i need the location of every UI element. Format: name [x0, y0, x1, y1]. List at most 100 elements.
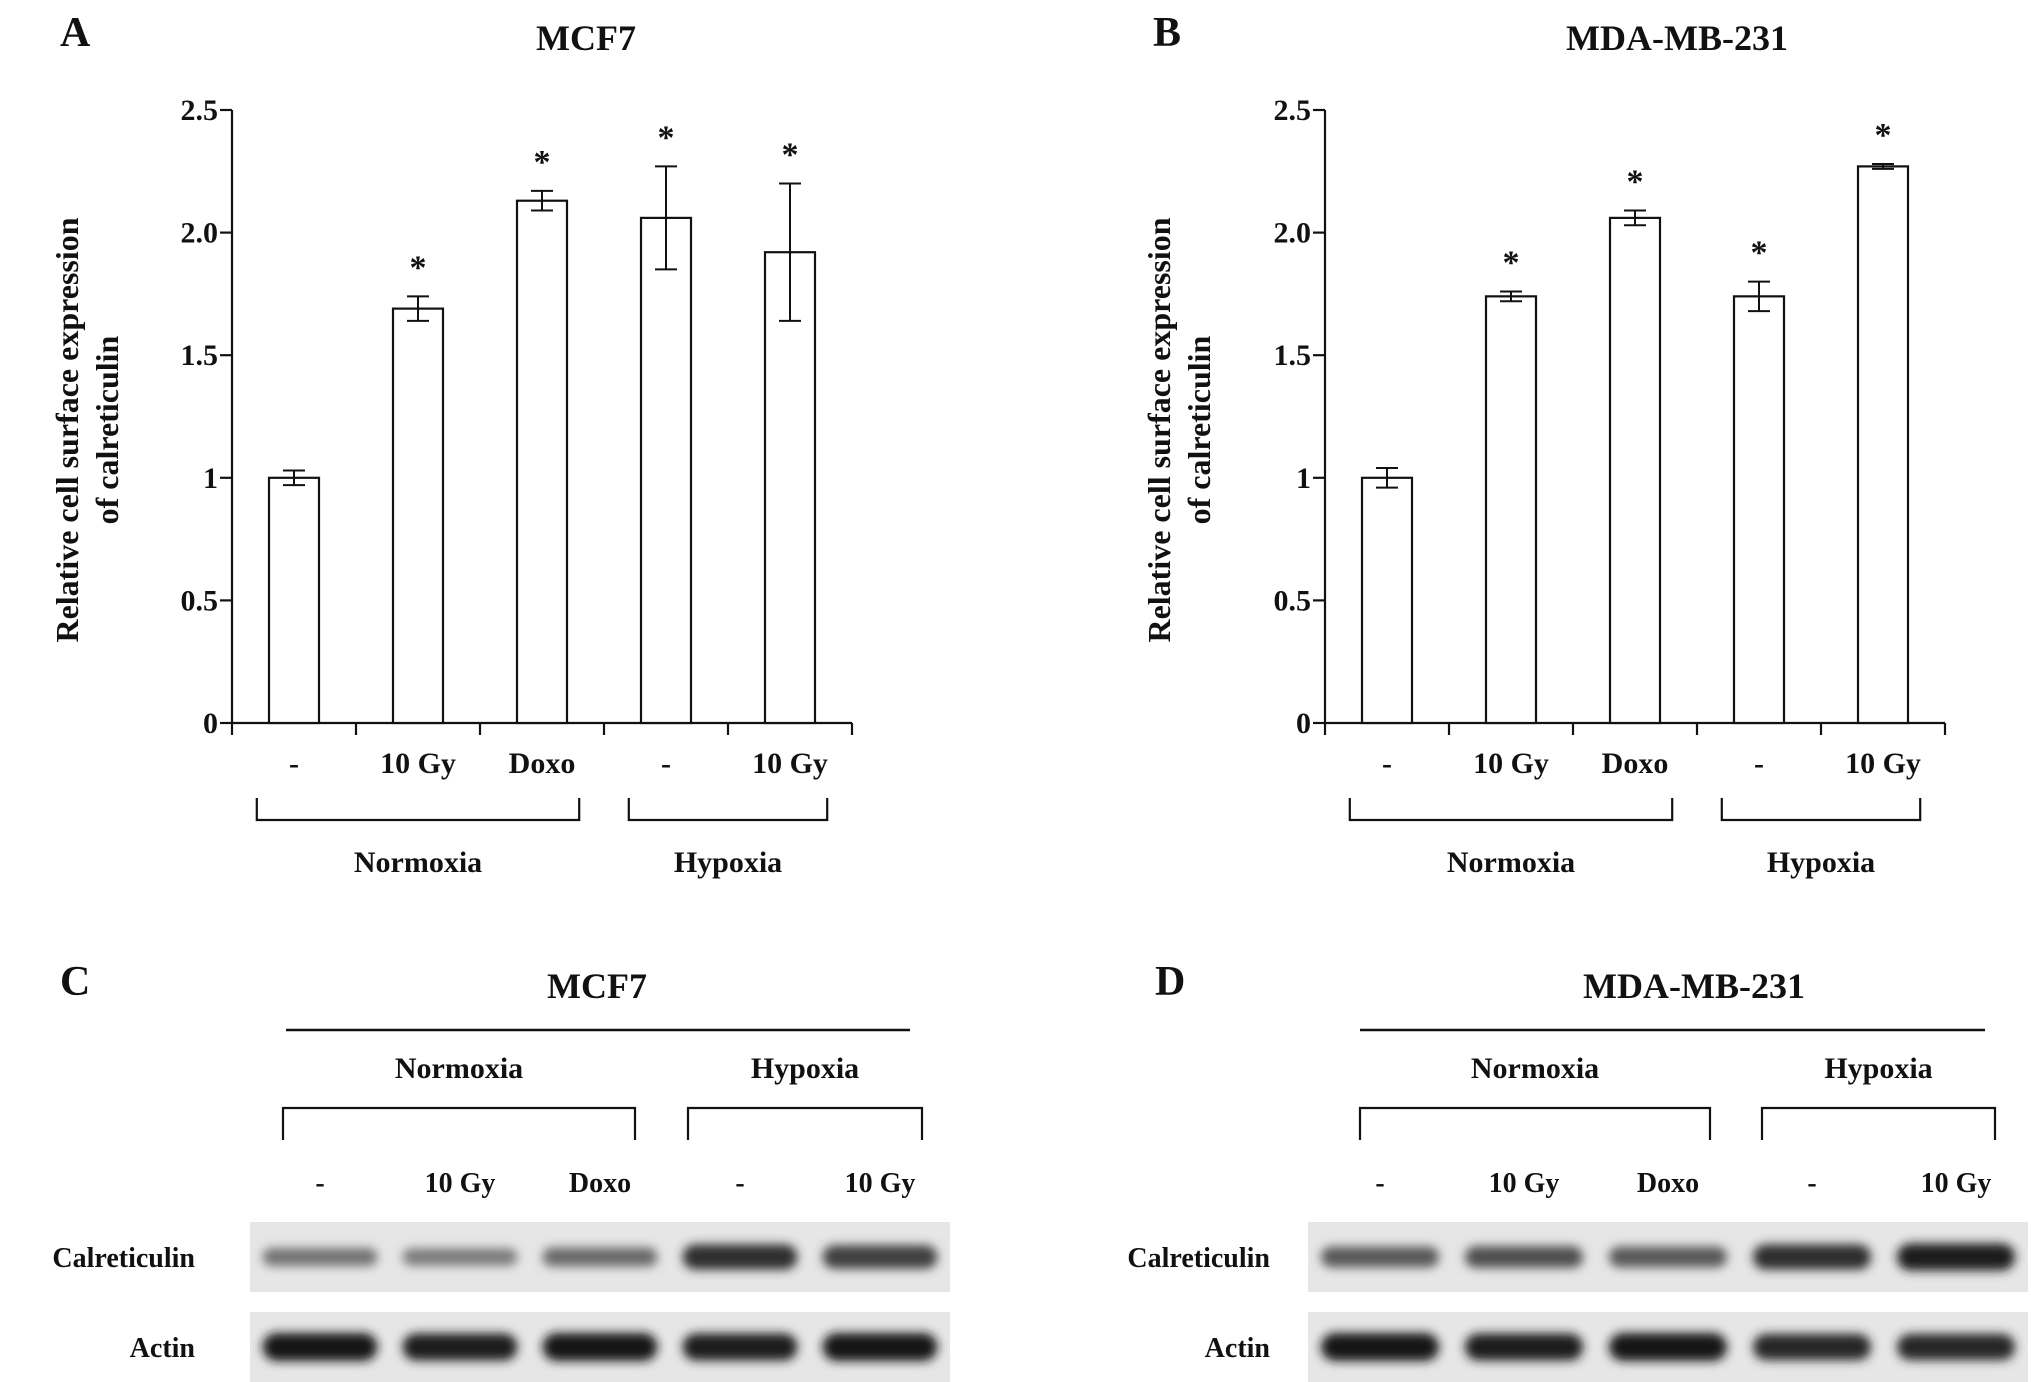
- bar: [639, 216, 693, 725]
- y-tick-label: 1.5: [1274, 339, 1312, 372]
- blot-row-label: Actin: [130, 1333, 196, 1364]
- blot-row-label: Calreticulin: [1127, 1243, 1270, 1274]
- y-tick-label: 2.5: [1274, 94, 1312, 127]
- blot-row-label: Calreticulin: [52, 1243, 195, 1274]
- blot-title: MDA-MB-231: [1583, 966, 1805, 1006]
- significance-marker: *: [658, 119, 675, 156]
- x-category-label: Doxo: [509, 747, 576, 780]
- blot-band: [1464, 1246, 1584, 1268]
- y-tick-label: 0.5: [1274, 584, 1312, 617]
- blot-lane-label: Doxo: [569, 1168, 631, 1199]
- y-tick-label: 0: [203, 707, 218, 740]
- blot-band: [682, 1333, 798, 1361]
- blot-group-label: Normoxia: [1471, 1052, 1599, 1085]
- error-bar: [531, 189, 553, 212]
- bar: [1360, 476, 1414, 725]
- bar: [515, 199, 569, 725]
- y-tick-label: 1: [1296, 462, 1311, 495]
- y-tick-label: 1.5: [181, 339, 219, 372]
- x-category-label: -: [289, 747, 299, 780]
- blot-band: [542, 1333, 658, 1361]
- blot-lane-label: -: [735, 1168, 744, 1199]
- error-bar: [1376, 466, 1398, 489]
- panel-d-western-blot: D MDA-MB-231 Normoxia Hypoxia - 10 Gy Doxo - 1…: [1127, 959, 2028, 1382]
- y-tick-label: 2.5: [181, 94, 219, 127]
- blot-group-bracket: [1760, 1106, 1997, 1140]
- bar: [1732, 295, 1786, 725]
- significance-marker: *: [1627, 164, 1644, 201]
- blot-band: [1320, 1333, 1440, 1361]
- panel-a-bar-chart: A MCF7 Relative cell surface expression …: [49, 10, 854, 879]
- bar: [391, 307, 445, 725]
- panel-letter-d: D: [1155, 959, 1185, 1005]
- blot-lane-label: 10 Gy: [1489, 1168, 1560, 1199]
- blot-band: [682, 1244, 798, 1270]
- group-label: Hypoxia: [1767, 846, 1875, 879]
- x-category-label: 10 Gy: [1473, 747, 1549, 780]
- x-category-label: 10 Gy: [1845, 747, 1921, 780]
- y-tick-label: 1: [203, 462, 218, 495]
- significance-marker: *: [1503, 244, 1520, 281]
- blot-group-bracket: [686, 1106, 924, 1140]
- blot-group-label: Hypoxia: [751, 1052, 859, 1085]
- significance-marker: *: [1875, 117, 1892, 154]
- blot-band: [1896, 1333, 2016, 1361]
- chart-title: MCF7: [536, 18, 636, 58]
- x-category-label: 10 Gy: [380, 747, 456, 780]
- y-axis-label-line-1: Relative cell surface expression: [49, 217, 85, 642]
- blot-lane-label: 10 Gy: [845, 1168, 916, 1199]
- blot-lane-label: Doxo: [1637, 1168, 1699, 1199]
- significance-marker: *: [410, 249, 427, 286]
- error-bar: [283, 469, 305, 487]
- x-category-label: -: [1754, 747, 1764, 780]
- blot-band: [1464, 1333, 1584, 1361]
- blot-lane-label: 10 Gy: [425, 1168, 496, 1199]
- blot-band: [1608, 1246, 1728, 1268]
- panel-letter-a: A: [60, 10, 91, 56]
- blot-group-label: Hypoxia: [1824, 1052, 1932, 1085]
- blot-lane-label: 10 Gy: [1921, 1168, 1992, 1199]
- blot-group-bracket: [281, 1106, 637, 1140]
- bar: [1856, 165, 1910, 725]
- chart-title: MDA-MB-231: [1566, 18, 1788, 58]
- x-category-label: 10 Gy: [752, 747, 828, 780]
- group-label: Normoxia: [354, 846, 482, 879]
- blot-band: [262, 1247, 378, 1267]
- error-bar: [655, 165, 677, 271]
- y-tick-label: 2.0: [1274, 217, 1312, 250]
- group-label: Normoxia: [1447, 846, 1575, 879]
- blot-band: [402, 1248, 518, 1266]
- y-axis-label-line-2: of calreticulin: [1181, 335, 1217, 524]
- group-bracket: [627, 798, 829, 822]
- blot-lane-label: -: [315, 1168, 324, 1199]
- panel-b-bar-chart: B MDA-MB-231 Relative cell surface expre…: [1141, 10, 1947, 879]
- y-tick-label: 0: [1296, 707, 1311, 740]
- x-category-label: -: [1382, 747, 1392, 780]
- group-bracket: [1348, 798, 1674, 822]
- significance-marker: *: [782, 137, 799, 174]
- blot-band: [1752, 1333, 1872, 1361]
- y-axis-label-line-1: Relative cell surface expression: [1141, 217, 1177, 642]
- blot-band: [1608, 1333, 1728, 1361]
- error-bar: [1624, 209, 1646, 227]
- group-label: Hypoxia: [674, 846, 782, 879]
- blot-band: [822, 1245, 938, 1269]
- blot-band: [1752, 1244, 1872, 1270]
- blot-band: [1896, 1243, 2016, 1271]
- group-bracket: [1720, 798, 1922, 822]
- bar: [267, 476, 321, 725]
- blot-lane-label: -: [1807, 1168, 1816, 1199]
- significance-marker: *: [534, 144, 551, 181]
- error-bar: [1500, 290, 1522, 303]
- error-bar: [1872, 162, 1894, 170]
- blot-group-label: Normoxia: [395, 1052, 523, 1085]
- blot-band: [262, 1333, 378, 1361]
- blot-group-bracket: [1358, 1106, 1712, 1140]
- x-category-label: Doxo: [1602, 747, 1669, 780]
- y-tick-label: 2.0: [181, 217, 219, 250]
- blot-band: [402, 1333, 518, 1361]
- blot-band: [1320, 1246, 1440, 1268]
- y-tick-label: 0.5: [181, 584, 219, 617]
- x-category-label: -: [661, 747, 671, 780]
